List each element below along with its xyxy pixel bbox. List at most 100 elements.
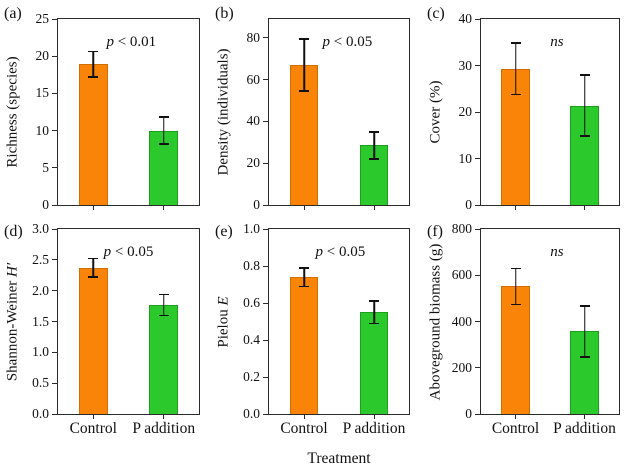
error-bar-cap-bottom (158, 314, 169, 317)
y-tick-label: 10 (35, 122, 50, 138)
y-tick-label: 800 (451, 221, 472, 236)
y-axis-label-wrap: Aboveground biomass (g) (427, 229, 445, 414)
x-tick-mark (584, 205, 585, 210)
y-tick-mark (475, 228, 481, 230)
x-tick-mark (373, 205, 375, 210)
x-tick-mark (303, 414, 305, 419)
bar-control (501, 286, 530, 414)
error-bar-control (514, 268, 517, 305)
y-tick-mark (475, 367, 481, 369)
y-tick-label: 0.4 (243, 332, 260, 347)
error-bar-cap-top (88, 50, 99, 53)
y-axis-label: Density (individuals) (215, 48, 232, 176)
error-bar-cap-bottom (88, 276, 99, 278)
significance-annotation: p < 0.05 (322, 33, 373, 50)
significance-annotation: p < 0.01 (106, 33, 157, 50)
bar-p-addition (359, 312, 389, 414)
y-tick-label: 15 (35, 85, 50, 101)
error-bar-p-addition (373, 301, 375, 324)
y-tick-label: 400 (451, 313, 472, 329)
y-axis-label-italic: E (215, 295, 232, 306)
y-tick-mark (52, 130, 58, 132)
y-tick-label: 0.5 (32, 375, 49, 391)
y-tick-label: 0.8 (243, 258, 260, 273)
y-tick-mark (475, 274, 481, 276)
error-bar-control (303, 38, 305, 92)
y-tick-mark (475, 111, 481, 113)
y-tick-mark (475, 65, 481, 66)
y-tick-mark (52, 228, 58, 230)
panel-label-e: (e) (215, 223, 233, 240)
x-tick-mark (373, 414, 375, 419)
y-tick-mark (263, 37, 269, 39)
y-axis-label: Aboveground biomass (g) (427, 243, 444, 400)
panel-a: (a) Richness (species) 0 5 10 15 20 25 p < 0.01 (4, 5, 200, 212)
panel-label-b: (b) (215, 5, 234, 22)
y-tick-mark (263, 265, 269, 267)
y-tick-label: 600 (451, 267, 472, 283)
panel-label-f: (f) (427, 223, 443, 240)
error-bar-cap-top (369, 300, 379, 302)
y-axis-label: Shannon-Weiner H′ (4, 262, 21, 381)
y-tick-mark (263, 162, 269, 164)
x-tick-mark (515, 414, 516, 419)
error-bar-cap-top (510, 267, 521, 270)
error-bar-cap-top (579, 305, 590, 307)
x-tick-mark (92, 205, 94, 210)
error-bar-cap-top (510, 42, 521, 44)
error-bar-p-addition (373, 131, 375, 159)
y-tick-label: 10 (458, 150, 473, 166)
error-bar-p-addition (583, 306, 586, 357)
error-bar-cap-bottom (579, 356, 590, 358)
y-tick-mark (263, 376, 269, 378)
x-tick-label-control: Control (491, 420, 540, 437)
x-tick-mark (163, 205, 165, 210)
error-bar-p-addition (163, 117, 165, 144)
y-tick-label: 0 (465, 197, 472, 212)
error-bar-cap-top (369, 131, 379, 133)
bar-control (78, 267, 108, 414)
bar-control (289, 277, 319, 414)
y-tick-label: 2.5 (32, 251, 49, 267)
y-tick-mark (52, 18, 58, 20)
y-tick-mark (52, 204, 58, 206)
y-tick-label: 20 (246, 155, 261, 171)
y-tick-label: 60 (246, 71, 261, 87)
error-bar-cap-bottom (88, 76, 99, 78)
significance-annotation: p < 0.05 (315, 243, 366, 260)
y-tick-mark (263, 302, 269, 304)
y-axis-label-italic: H′ (4, 262, 21, 277)
bar-control (78, 64, 108, 205)
significance-annotation: ns (550, 243, 564, 260)
error-bar-cap-bottom (299, 285, 309, 288)
y-tick-label: 30 (458, 57, 473, 73)
error-bar-cap-bottom (510, 303, 521, 306)
y-tick-label: 25 (35, 11, 50, 26)
y-tick-mark (263, 339, 269, 341)
error-bar-cap-bottom (369, 158, 379, 160)
significance-annotation: ns (550, 33, 564, 50)
panel-label-c: (c) (427, 5, 445, 22)
x-tick-mark (515, 205, 516, 210)
error-bar-cap-top (299, 38, 309, 40)
y-tick-label: 80 (246, 29, 261, 45)
y-tick-label: 1.5 (32, 313, 49, 329)
panel-c: (c) Cover (%) 0 10 20 30 40 ns (427, 5, 620, 212)
y-axis-label: Cover (%) (427, 80, 444, 144)
error-bar-cap-top (579, 74, 590, 76)
error-bar-cap-bottom (369, 322, 379, 325)
y-tick-mark (52, 55, 58, 57)
panel-d: (d) Shannon-Weiner H′ 0.0 0.5 1.0 1.5 2.0 2.5 3.… (4, 221, 200, 437)
y-tick-label: 5 (42, 159, 49, 175)
y-tick-mark (475, 321, 481, 322)
x-tick-mark (163, 414, 165, 419)
y-tick-mark (475, 158, 481, 159)
y-tick-mark (263, 204, 269, 206)
y-tick-label: 0.0 (32, 406, 49, 421)
error-bar-cap-bottom (299, 90, 309, 92)
y-axis-label-wrap: Shannon-Weiner H′ (4, 229, 22, 414)
error-bar-control (92, 51, 94, 78)
panel-e: (e) Pielou E 0.0 0.2 0.4 0.6 0.8 1.0 Control P ad… (215, 221, 410, 437)
y-tick-label: 3.0 (32, 221, 49, 236)
error-bar-cap-top (158, 116, 169, 118)
